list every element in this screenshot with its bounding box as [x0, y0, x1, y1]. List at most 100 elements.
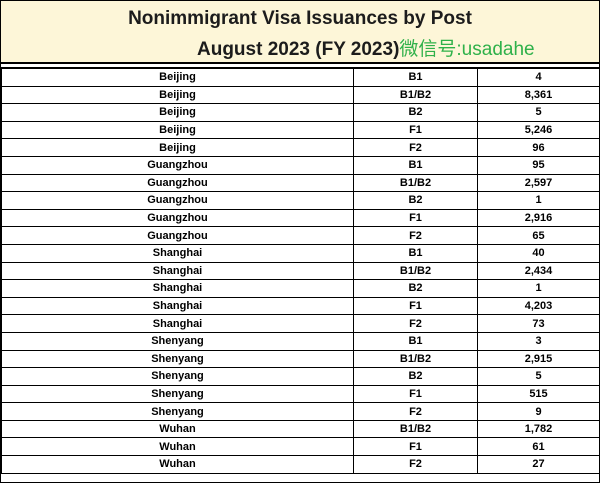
visa-class-cell: B1 [353, 331, 478, 351]
table-row: Shanghai F2 73 [1, 314, 599, 333]
issuance-count-cell: 3 [477, 331, 599, 351]
post-cell: Shanghai [1, 314, 354, 333]
visa-class-cell: B1/B2 [353, 419, 478, 439]
visa-class-cell: F2 [353, 402, 478, 421]
issuance-count-cell: 5 [477, 103, 599, 122]
issuance-count-cell: 61 [477, 437, 599, 457]
visa-issuance-table: Beijing B1 4 Beijing B1/B2 8,361 Beijing B2 5 Bei… [1, 66, 599, 474]
table-row: Shenyang B1/B2 2,915 [1, 349, 599, 369]
visa-class-cell: B2 [353, 367, 478, 386]
issuance-count-cell: 95 [477, 155, 599, 175]
table-row: Guangzhou B1/B2 2,597 [1, 173, 599, 193]
title-line-2: August 2023 (FY 2023) [197, 39, 400, 60]
table-row: Wuhan F2 27 [1, 455, 599, 474]
table-row: Guangzhou F2 65 [1, 226, 599, 245]
table-row: Guangzhou F1 2,916 [1, 208, 599, 228]
visa-class-cell: B2 [353, 279, 478, 298]
post-cell: Guangzhou [1, 155, 354, 175]
issuance-count-cell: 9 [477, 402, 599, 421]
visa-class-cell: B1/B2 [353, 349, 478, 369]
table-row: Shenyang F2 9 [1, 402, 599, 421]
visa-class-cell: F2 [353, 455, 478, 474]
issuance-count-cell: 27 [477, 455, 599, 474]
table-row: Shanghai F1 4,203 [1, 296, 599, 316]
post-cell: Shenyang [1, 349, 354, 369]
issuance-count-cell: 5 [477, 367, 599, 386]
visa-class-cell: B1/B2 [353, 261, 478, 281]
title-line-2-wrapper: August 2023 (FY 2023)微信号:usadahe [197, 34, 535, 61]
post-cell: Beijing [1, 138, 354, 157]
issuance-count-cell: 2,915 [477, 349, 599, 369]
watermark-text: 微信号:usadahe [399, 39, 535, 60]
visa-class-cell: F2 [353, 138, 478, 157]
title-header: Nonimmigrant Visa Issuances by Post Augu… [1, 1, 599, 64]
post-cell: Shenyang [1, 384, 354, 404]
table-row: Beijing B1 4 [1, 66, 599, 87]
post-cell: Beijing [1, 103, 354, 122]
post-cell: Shenyang [1, 367, 354, 386]
issuance-count-cell: 4,203 [477, 296, 599, 316]
post-cell: Beijing [1, 120, 354, 140]
post-cell: Wuhan [1, 437, 354, 457]
post-cell: Wuhan [1, 419, 354, 439]
title-line-1: Nonimmigrant Visa Issuances by Post [128, 8, 472, 29]
visa-class-cell: B1/B2 [353, 173, 478, 193]
issuance-count-cell: 8,361 [477, 85, 599, 105]
visa-class-cell: B1/B2 [353, 85, 478, 105]
issuance-count-cell: 1 [477, 191, 599, 210]
visa-class-cell: B2 [353, 103, 478, 122]
issuance-count-cell: 2,434 [477, 261, 599, 281]
table-row: Guangzhou B2 1 [1, 191, 599, 210]
post-cell: Beijing [1, 66, 354, 87]
table-row: Shanghai B1/B2 2,434 [1, 261, 599, 281]
table-row: Shanghai B2 1 [1, 279, 599, 298]
visa-class-cell: F1 [353, 208, 478, 228]
table-row: Wuhan B1/B2 1,782 [1, 419, 599, 439]
issuance-count-cell: 73 [477, 314, 599, 333]
table-row: Wuhan F1 61 [1, 437, 599, 457]
table-row: Beijing B1/B2 8,361 [1, 85, 599, 105]
issuance-count-cell: 40 [477, 243, 599, 263]
post-cell: Shenyang [1, 402, 354, 421]
issuance-count-cell: 1,782 [477, 419, 599, 439]
table-row: Shenyang B2 5 [1, 367, 599, 386]
post-cell: Guangzhou [1, 191, 354, 210]
post-cell: Guangzhou [1, 173, 354, 193]
post-cell: Shenyang [1, 331, 354, 351]
issuance-count-cell: 4 [477, 66, 599, 87]
table-row: Beijing B2 5 [1, 103, 599, 122]
visa-class-cell: B1 [353, 155, 478, 175]
visa-class-cell: F1 [353, 296, 478, 316]
table-row: Shenyang F1 515 [1, 384, 599, 404]
post-cell: Guangzhou [1, 208, 354, 228]
table-row: Beijing F1 5,246 [1, 120, 599, 140]
visa-class-cell: F1 [353, 120, 478, 140]
visa-class-cell: F1 [353, 437, 478, 457]
post-cell: Shanghai [1, 279, 354, 298]
visa-class-cell: B1 [353, 243, 478, 263]
visa-class-cell: B2 [353, 191, 478, 210]
post-cell: Shanghai [1, 261, 354, 281]
visa-class-cell: F2 [353, 226, 478, 245]
issuance-count-cell: 2,597 [477, 173, 599, 193]
issuance-count-cell: 5,246 [477, 120, 599, 140]
issuance-count-cell: 1 [477, 279, 599, 298]
issuance-count-cell: 2,916 [477, 208, 599, 228]
post-cell: Guangzhou [1, 226, 354, 245]
issuance-count-cell: 96 [477, 138, 599, 157]
post-cell: Beijing [1, 85, 354, 105]
table-row: Shanghai B1 40 [1, 243, 599, 263]
post-cell: Shanghai [1, 296, 354, 316]
visa-class-cell: B1 [353, 66, 478, 87]
table-row: Beijing F2 96 [1, 138, 599, 157]
table-body: Beijing B1 4 Beijing B1/B2 8,361 Beijing B2 5 Bei… [1, 66, 599, 474]
visa-class-cell: F1 [353, 384, 478, 404]
visa-class-cell: F2 [353, 314, 478, 333]
issuance-count-cell: 65 [477, 226, 599, 245]
post-cell: Shanghai [1, 243, 354, 263]
table-row: Guangzhou B1 95 [1, 155, 599, 175]
post-cell: Wuhan [1, 455, 354, 474]
issuance-count-cell: 515 [477, 384, 599, 404]
table-row: Shenyang B1 3 [1, 331, 599, 351]
